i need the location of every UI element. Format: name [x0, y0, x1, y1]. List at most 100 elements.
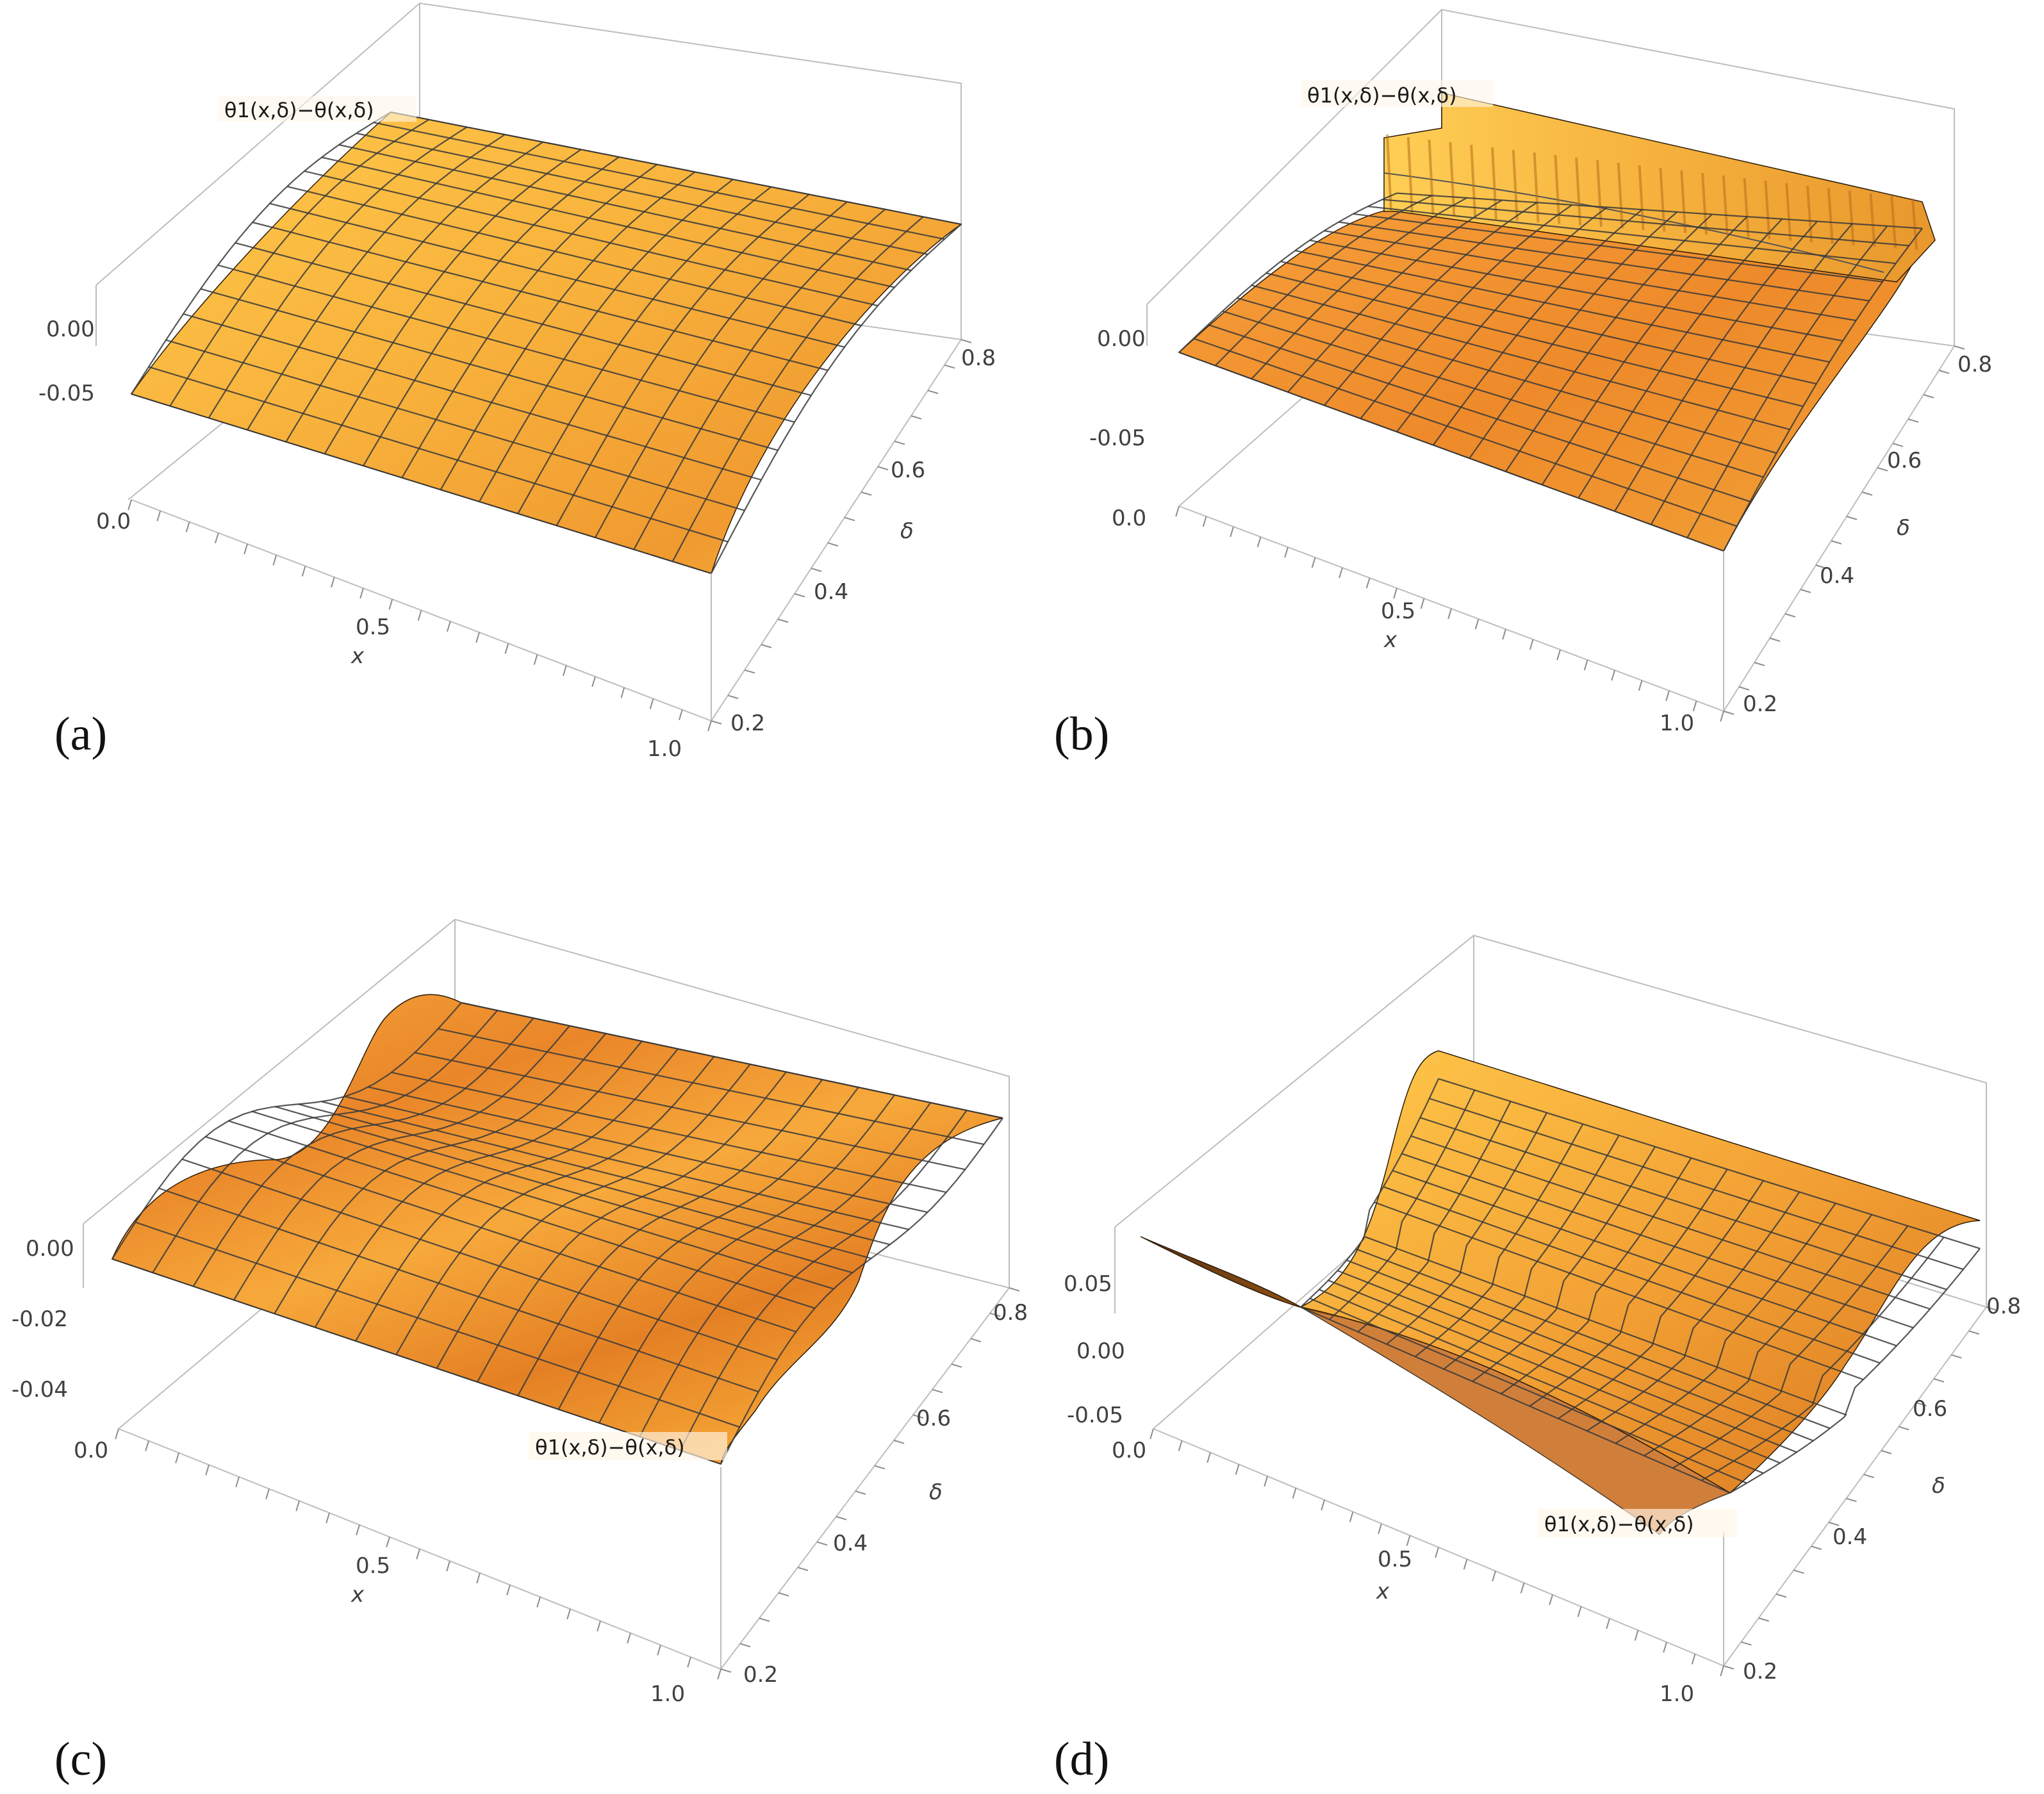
y-tick: 0.6 [916, 1406, 951, 1431]
axis-tick-mark [205, 1464, 210, 1476]
y-tick: 0.6 [1913, 1396, 1947, 1422]
mesh-line-delta [415, 1051, 966, 1171]
mesh-line-x [192, 1017, 534, 1287]
mesh-line-x [598, 1094, 895, 1424]
axis-tick-mark [727, 695, 739, 700]
mesh-line-delta [1222, 310, 1764, 478]
mesh-line-x [131, 111, 391, 395]
axis-tick-mark [970, 1338, 982, 1343]
mesh-line-x [1501, 1157, 1692, 1395]
axis-tick-mark [330, 577, 335, 588]
z-label-bg [218, 96, 416, 122]
axis-tick-mark [591, 676, 596, 687]
axis-tick-mark [739, 1643, 751, 1648]
mesh-line-x [1529, 1169, 1728, 1407]
mesh-line-x [557, 1087, 859, 1410]
axis-tick-mark [1549, 1594, 1553, 1606]
panel-d: 0.05 0.00 -0.05 0.0 0.5 1.0 x 0.2 0.4 0.… [1054, 934, 2021, 1786]
mesh-line-x [1323, 202, 1538, 406]
mesh-line-delta [368, 1086, 928, 1214]
x-tick: 0.5 [1378, 1547, 1412, 1572]
axis-tick-mark [687, 1656, 691, 1668]
axis-tick-mark [1365, 577, 1371, 589]
mesh-line-x [1614, 220, 1818, 512]
mesh-line-delta [1295, 250, 1830, 363]
axis-tick-mark [386, 1536, 390, 1548]
mesh-line-delta [390, 111, 962, 226]
axis-tick-mark [1776, 1593, 1787, 1598]
axis-tick-mark [388, 598, 393, 610]
mesh-line-delta [181, 1158, 778, 1361]
axis-tick-mark [777, 618, 789, 623]
ticks-c [115, 1287, 1020, 1680]
y-tick: 0.6 [891, 457, 925, 483]
axis-tick-mark [1520, 1583, 1525, 1593]
mesh-line-x [720, 1117, 1003, 1465]
ridge-stripe [1406, 136, 1413, 213]
axis-tick-mark [1861, 491, 1873, 496]
mesh-d [1300, 1078, 1981, 1494]
mesh-line-x [169, 119, 429, 407]
mesh-line-delta [204, 1135, 796, 1333]
y-tick: 0.6 [1887, 448, 1922, 473]
mesh-line-x [1723, 227, 1923, 552]
axis-tick-mark [1009, 1287, 1020, 1292]
ridge-stripe [1638, 165, 1645, 230]
axis-tick-mark [175, 1452, 179, 1463]
axis-tick-mark [1463, 1559, 1468, 1570]
mesh-line-delta [235, 242, 812, 397]
mesh-line-delta [1392, 1169, 1897, 1347]
y-tick: 0.2 [1743, 691, 1777, 717]
mesh-line-x [679, 1110, 968, 1451]
mesh-line-delta [111, 1258, 721, 1465]
x-tick: 1.0 [1660, 711, 1694, 736]
mesh-line-delta [183, 313, 762, 481]
z-label-bg [1538, 1509, 1736, 1537]
y-tick: 0.4 [1833, 1524, 1867, 1550]
mesh-line-x [1300, 1078, 1439, 1308]
ridge-b [1383, 92, 1936, 283]
panel-b: 0.00 -0.05 0.0 0.5 1.0 x 0.2 0.4 0.6 0.8… [1054, 8, 1992, 761]
panel-label: (b) [1054, 708, 1109, 761]
y-tick: 0.8 [993, 1300, 1028, 1326]
y-tick: 0.8 [1957, 352, 1992, 377]
ridge-stripe [1722, 175, 1729, 236]
axis-tick-mark [416, 1549, 420, 1559]
axis-tick-mark [301, 566, 306, 577]
axis-tick-mark [272, 554, 277, 566]
ridge-stripe [1449, 142, 1456, 217]
mesh-line-delta [228, 1120, 816, 1309]
mesh-line-x [1505, 213, 1713, 472]
mesh-line-delta [356, 132, 928, 256]
x-tick: 0.0 [1112, 1438, 1146, 1463]
axis-tick-mark [1892, 443, 1904, 447]
ridge-stripe [1848, 190, 1855, 245]
mesh-line-x [1644, 1214, 1872, 1456]
mesh-line-delta [1265, 272, 1804, 407]
axis-tick-mark [811, 568, 822, 572]
axis-tick-mark [1908, 418, 1919, 423]
x-tick: 0.0 [96, 509, 131, 534]
mesh-line-x [672, 216, 924, 562]
axis-tick-mark [115, 1428, 119, 1440]
axis-tick-mark [1492, 1570, 1496, 1582]
z-axis-label: θ1(x,δ)−θ(x,δ) [535, 1435, 685, 1460]
axis-tick-mark [1828, 1522, 1840, 1526]
mesh-line-delta [1353, 213, 1883, 283]
axis-tick-mark [1831, 540, 1842, 545]
y-tick: 0.2 [1743, 1659, 1777, 1684]
mesh-line-x [440, 171, 696, 490]
mesh-line-delta [1374, 1201, 1864, 1381]
axis-tick-mark [1556, 649, 1561, 661]
y-tick: 0.8 [1986, 1294, 2021, 1319]
axis-tick-mark [620, 687, 625, 698]
z-tick: -0.05 [1067, 1403, 1123, 1428]
x-tick: 0.5 [356, 1553, 390, 1579]
y-tick: 0.2 [743, 1662, 778, 1688]
axis-tick-mark [533, 654, 538, 665]
mesh-line-x [363, 156, 620, 466]
mesh-line-delta [461, 1001, 1003, 1119]
axis-tick-mark [1723, 711, 1735, 715]
ridge-stripe [1428, 139, 1435, 215]
x-tick: 1.0 [650, 1681, 685, 1707]
